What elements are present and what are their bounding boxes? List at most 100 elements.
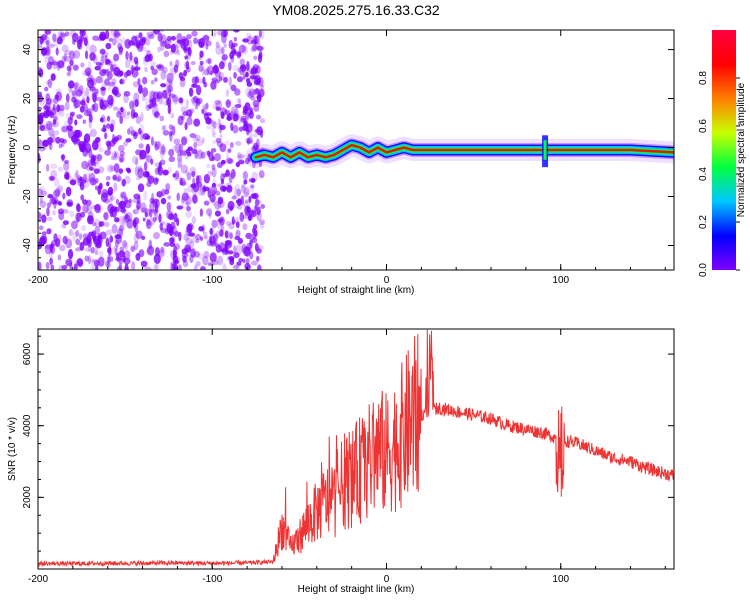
noise-point: [124, 213, 129, 220]
noise-point: [169, 213, 175, 221]
noise-point: [223, 76, 228, 83]
noise-scatter: [38, 30, 266, 270]
noise-point: [38, 142, 41, 148]
noise-point: [182, 111, 189, 116]
noise-point: [167, 212, 175, 221]
noise-point: [254, 242, 259, 252]
noise-point: [224, 230, 229, 239]
noise-point: [93, 168, 100, 175]
noise-point: [198, 225, 205, 232]
noise-point: [57, 166, 64, 172]
noise-point: [112, 245, 119, 251]
noise-point: [149, 197, 155, 204]
noise-point: [141, 76, 148, 85]
noise-point: [254, 75, 259, 83]
noise-point: [58, 244, 66, 252]
noise-point: [91, 230, 97, 240]
noise-point: [212, 178, 216, 187]
noise-point: [154, 140, 161, 150]
noise-point: [39, 196, 43, 204]
noise-point: [117, 43, 123, 51]
noise-point: [154, 262, 160, 270]
noise-point: [222, 263, 227, 270]
noise-point: [45, 40, 50, 45]
noise-point: [121, 216, 127, 226]
noise-point: [84, 50, 89, 60]
noise-point: [163, 50, 170, 58]
noise-point: [245, 77, 251, 84]
noise-point: [258, 170, 265, 179]
noise-point: [100, 86, 106, 91]
noise-point: [234, 103, 242, 109]
noise-point: [88, 113, 93, 123]
noise-point: [92, 102, 99, 113]
noise-point: [222, 186, 227, 192]
noise-point: [188, 113, 192, 119]
noise-point: [40, 235, 46, 246]
figure-title: YM08.2025.275.16.33.C32: [272, 2, 440, 18]
noise-point: [98, 250, 104, 257]
noise-point: [156, 92, 163, 99]
noise-point: [156, 93, 160, 103]
noise-point: [71, 90, 77, 97]
noise-point: [102, 221, 106, 227]
noise-point: [57, 185, 64, 193]
noise-point: [205, 117, 212, 125]
noise-point: [105, 68, 111, 77]
noise-point: [75, 212, 82, 222]
noise-point: [198, 37, 206, 48]
noise-point: [234, 183, 241, 191]
noise-point: [173, 41, 181, 49]
noise-point: [61, 61, 65, 69]
noise-point: [61, 264, 68, 270]
noise-point: [97, 256, 105, 267]
spec-xtick-label: 0: [384, 275, 390, 286]
noise-point: [165, 96, 169, 106]
noise-point: [164, 44, 172, 49]
noise-point: [196, 139, 203, 147]
noise-point: [55, 136, 61, 144]
noise-point: [206, 66, 210, 76]
noise-point: [132, 209, 138, 215]
noise-point: [127, 126, 135, 135]
noise-point: [181, 252, 189, 258]
noise-point: [197, 252, 205, 260]
noise-point: [112, 106, 119, 111]
noise-point: [86, 96, 90, 104]
noise-point: [236, 98, 240, 104]
noise-point: [233, 187, 237, 198]
noise-point: [160, 197, 167, 205]
noise-point: [52, 97, 59, 104]
noise-point: [252, 133, 259, 138]
noise-point: [140, 112, 144, 122]
noise-point: [143, 55, 151, 63]
noise-point: [194, 233, 202, 241]
noise-point: [105, 58, 111, 65]
noise-point: [118, 263, 123, 270]
noise-point: [104, 189, 112, 199]
noise-point: [164, 221, 170, 229]
noise-point: [215, 137, 222, 143]
noise-point: [146, 171, 150, 178]
noise-point: [39, 200, 47, 209]
noise-point: [87, 159, 93, 168]
noise-point: [58, 143, 63, 149]
noise-point: [235, 221, 240, 229]
noise-point: [205, 58, 211, 64]
noise-point: [145, 49, 151, 57]
noise-point: [216, 183, 222, 188]
noise-point: [110, 63, 114, 73]
noise-point: [66, 199, 74, 208]
noise-point: [173, 44, 179, 55]
noise-point: [180, 106, 187, 113]
noise-point: [227, 148, 232, 153]
noise-point: [183, 69, 187, 77]
noise-point: [219, 229, 224, 237]
noise-point: [82, 180, 90, 189]
noise-point: [136, 205, 140, 210]
noise-point: [176, 49, 181, 56]
noise-point: [241, 183, 246, 189]
noise-point: [231, 216, 235, 225]
noise-point: [126, 111, 131, 116]
noise-point: [186, 172, 192, 181]
